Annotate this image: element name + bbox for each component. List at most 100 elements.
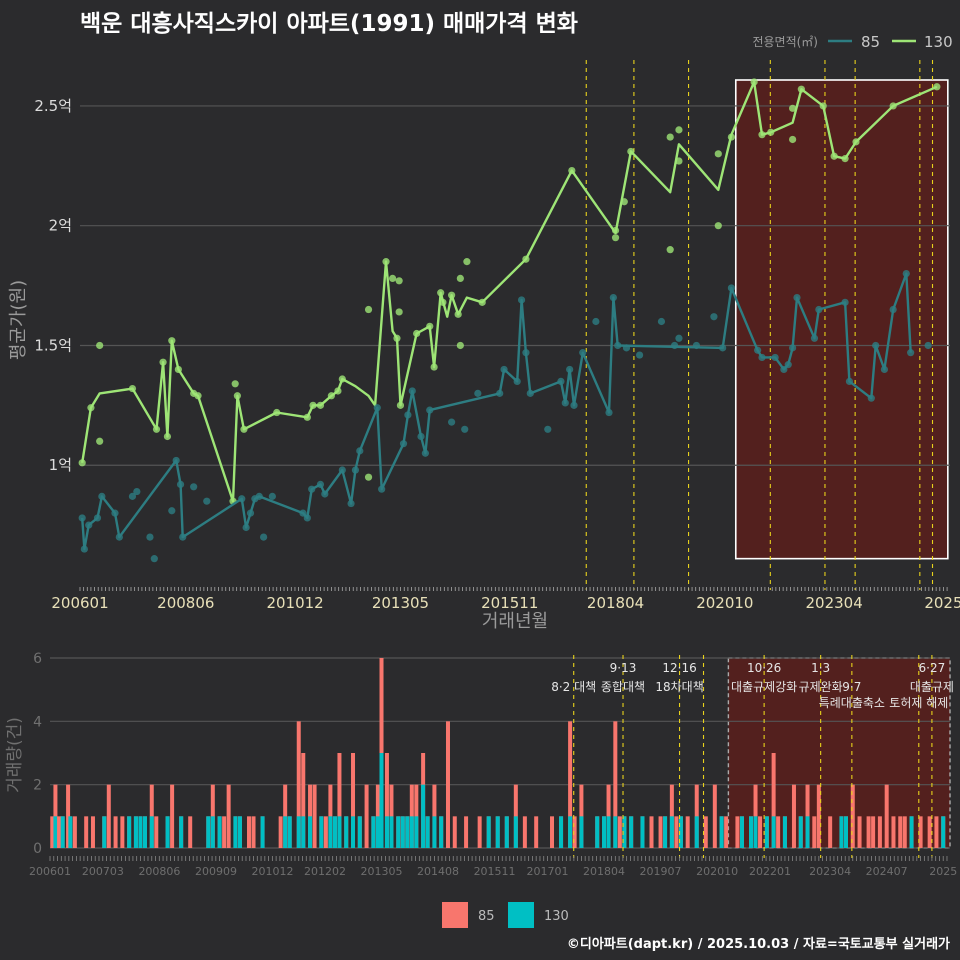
data-point-85	[179, 533, 187, 541]
bar-85	[120, 816, 125, 848]
data-point-85	[303, 514, 311, 522]
bar-130	[319, 816, 324, 848]
data-point-85	[373, 404, 381, 412]
data-point-85	[579, 349, 587, 357]
bar-130	[513, 816, 518, 848]
data-point-85	[719, 344, 727, 352]
data-point-85	[513, 377, 521, 385]
data-point-130	[303, 413, 311, 421]
data-point-85	[176, 480, 185, 488]
data-point-130	[430, 363, 438, 371]
bar-x-tick-label: 202304	[809, 865, 851, 878]
bar-85	[323, 816, 328, 848]
bar-legend-label-130: 130	[544, 909, 569, 924]
data-point-85	[592, 317, 600, 326]
data-point-130	[396, 401, 405, 409]
data-point-130	[194, 392, 202, 400]
data-point-130	[233, 392, 241, 400]
data-point-85	[793, 293, 801, 302]
bar-130	[332, 816, 337, 848]
bar-130	[622, 816, 627, 848]
data-point-85	[448, 418, 456, 426]
data-point-85	[417, 432, 425, 441]
bar-130	[301, 816, 306, 848]
data-point-85	[111, 509, 119, 517]
bar-85	[278, 816, 283, 848]
bar-130	[941, 816, 946, 848]
bar-130	[414, 816, 419, 848]
bar-130	[149, 816, 154, 848]
data-point-130	[789, 104, 797, 112]
data-point-85	[841, 298, 849, 306]
bar-130	[389, 816, 394, 848]
bar-130	[328, 816, 333, 848]
bar-130	[843, 816, 848, 848]
data-point-130	[568, 167, 576, 175]
policy-annotation: 10·26	[747, 661, 781, 675]
data-point-85	[316, 480, 325, 488]
data-point-130	[338, 375, 346, 383]
data-point-85	[260, 533, 268, 541]
bar-130	[798, 816, 803, 848]
data-point-130	[78, 459, 86, 467]
policy-annotation: 6·27	[919, 661, 946, 675]
data-point-130	[395, 308, 403, 316]
y-axis-title: 평균가(원)	[8, 280, 29, 360]
data-point-85	[924, 341, 932, 350]
data-point-85	[784, 361, 792, 369]
bar-85	[617, 816, 622, 848]
bar-85	[84, 816, 89, 848]
bar-130	[179, 816, 184, 848]
data-point-130	[789, 135, 797, 144]
bar-x-tick-label: 2025	[929, 865, 957, 878]
bar-85	[445, 721, 450, 848]
data-point-130	[675, 126, 683, 134]
bar-85	[735, 816, 740, 848]
data-point-85	[670, 341, 679, 350]
bar-130	[749, 816, 754, 848]
bar-130	[60, 816, 65, 848]
bar-130	[206, 816, 211, 848]
data-point-130	[767, 128, 775, 136]
data-point-130	[714, 222, 722, 230]
y-tick-label: 2억	[49, 217, 72, 235]
y-tick-label: 2.5억	[34, 97, 72, 115]
data-point-85	[815, 305, 823, 314]
bar-130	[53, 816, 58, 848]
bar-130	[739, 816, 744, 848]
bar-85	[106, 784, 111, 848]
x-tick-label: 202304	[806, 594, 863, 612]
policy-annotation: 대출규제	[910, 680, 954, 694]
bar-legend-swatch-130	[508, 902, 534, 928]
data-point-85	[675, 334, 683, 342]
bar-130	[595, 816, 600, 848]
bar-x-tick-label: 200703	[82, 865, 124, 878]
data-point-85	[526, 389, 534, 397]
data-point-130	[240, 425, 248, 433]
data-point-130	[395, 277, 403, 285]
data-point-85	[872, 341, 880, 350]
bar-x-tick-label: 202010	[696, 865, 738, 878]
data-point-85	[754, 346, 762, 354]
bar-130	[613, 816, 618, 848]
bar-85	[66, 784, 71, 848]
data-point-130	[426, 322, 434, 330]
bar-85	[170, 784, 175, 848]
bar-85	[685, 816, 690, 848]
data-point-130	[666, 133, 674, 141]
bar-130	[421, 784, 426, 848]
bar-130	[217, 816, 222, 848]
data-point-130	[797, 85, 805, 93]
bar-85	[791, 784, 796, 848]
policy-annotation: 대출규제강화	[731, 680, 797, 694]
bar-130	[127, 816, 132, 848]
data-point-130	[309, 401, 317, 409]
data-point-85	[622, 344, 631, 352]
data-point-130	[273, 408, 281, 417]
bar-85	[674, 816, 679, 848]
bar-85	[90, 816, 95, 848]
data-point-85	[557, 377, 565, 385]
bar-130	[102, 816, 107, 848]
data-point-130	[758, 131, 766, 139]
data-point-130	[439, 298, 447, 306]
